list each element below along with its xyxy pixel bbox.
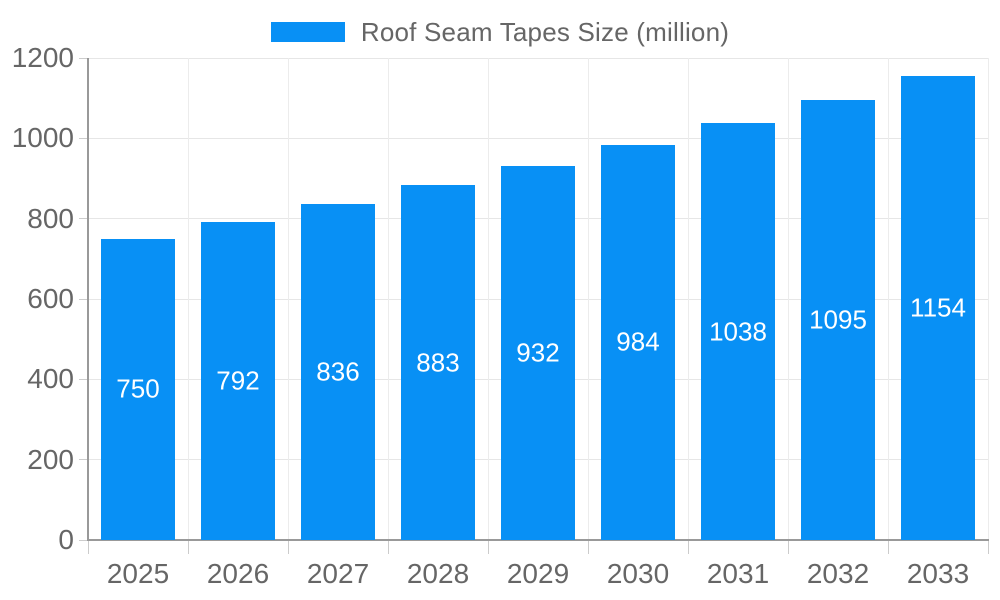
bar[interactable] [501, 165, 575, 540]
x-tick-label: 2025 [106, 558, 170, 589]
legend-label: Roof Seam Tapes Size (million) [360, 16, 730, 47]
x-tick-label: 2029 [506, 558, 570, 589]
bar-value-label: 836 [316, 356, 360, 387]
x-axis-tick [787, 540, 789, 554]
x-axis-tick [387, 540, 389, 554]
bar-value-label: 1038 [709, 316, 767, 347]
v-gridline [387, 58, 389, 540]
v-gridline [487, 58, 489, 540]
y-axis-tick [79, 298, 88, 300]
bar-value-label: 792 [216, 365, 260, 396]
legend-item[interactable]: Roof Seam Tapes Size (million) [0, 14, 1000, 50]
bar-value-label: 750 [116, 373, 160, 404]
bar[interactable] [801, 100, 875, 540]
y-axis-tick [79, 137, 88, 139]
y-tick-label: 800 [27, 202, 74, 234]
y-axis-tick [79, 57, 88, 59]
v-gridline [187, 58, 189, 540]
x-axis-line [87, 539, 989, 541]
x-tick-label: 2032 [806, 558, 870, 589]
bar-value-label: 932 [516, 337, 560, 368]
v-gridline [987, 58, 989, 540]
bar-value-label: 984 [616, 326, 660, 357]
v-gridline [787, 58, 789, 540]
bar[interactable] [401, 185, 475, 540]
y-tick-label: 200 [27, 443, 74, 475]
y-tick-label: 1000 [11, 122, 74, 154]
x-axis-tick [87, 540, 89, 554]
v-gridline [287, 58, 289, 540]
x-tick-label: 2026 [206, 558, 270, 589]
bar[interactable] [201, 221, 275, 540]
bar-value-label: 1154 [910, 292, 966, 323]
x-tick-label: 2030 [606, 558, 670, 589]
x-axis-tick [987, 540, 989, 554]
h-gridline [88, 57, 988, 59]
bar[interactable] [701, 123, 775, 540]
y-axis-tick [79, 218, 88, 220]
bar[interactable] [601, 144, 675, 540]
y-axis-tick [79, 459, 88, 461]
x-axis-tick [887, 540, 889, 554]
bar[interactable] [901, 76, 975, 540]
legend-swatch-icon [270, 22, 345, 42]
y-tick-label: 0 [58, 524, 74, 555]
x-tick-label: 2028 [406, 558, 470, 589]
v-gridline [887, 58, 889, 540]
v-gridline [687, 58, 689, 540]
x-tick-label: 2031 [706, 558, 770, 589]
y-axis-tick [79, 539, 88, 541]
x-axis-tick [287, 540, 289, 554]
v-gridline [587, 58, 589, 540]
h-gridline [88, 137, 988, 139]
x-tick-label: 2033 [906, 558, 970, 589]
bar[interactable] [101, 238, 175, 540]
bar-value-label: 1095 [809, 304, 867, 335]
bar-value-label: 883 [416, 347, 460, 378]
x-axis-tick [587, 540, 589, 554]
x-axis-tick [687, 540, 689, 554]
bar[interactable] [301, 204, 375, 540]
x-axis-tick [187, 540, 189, 554]
y-tick-label: 600 [27, 283, 74, 314]
y-axis-tick [79, 378, 88, 380]
y-tick-label: 1200 [11, 42, 74, 73]
y-axis-line [87, 58, 89, 540]
y-tick-label: 400 [27, 363, 74, 395]
x-tick-label: 2027 [306, 558, 370, 589]
x-axis-tick [487, 540, 489, 554]
